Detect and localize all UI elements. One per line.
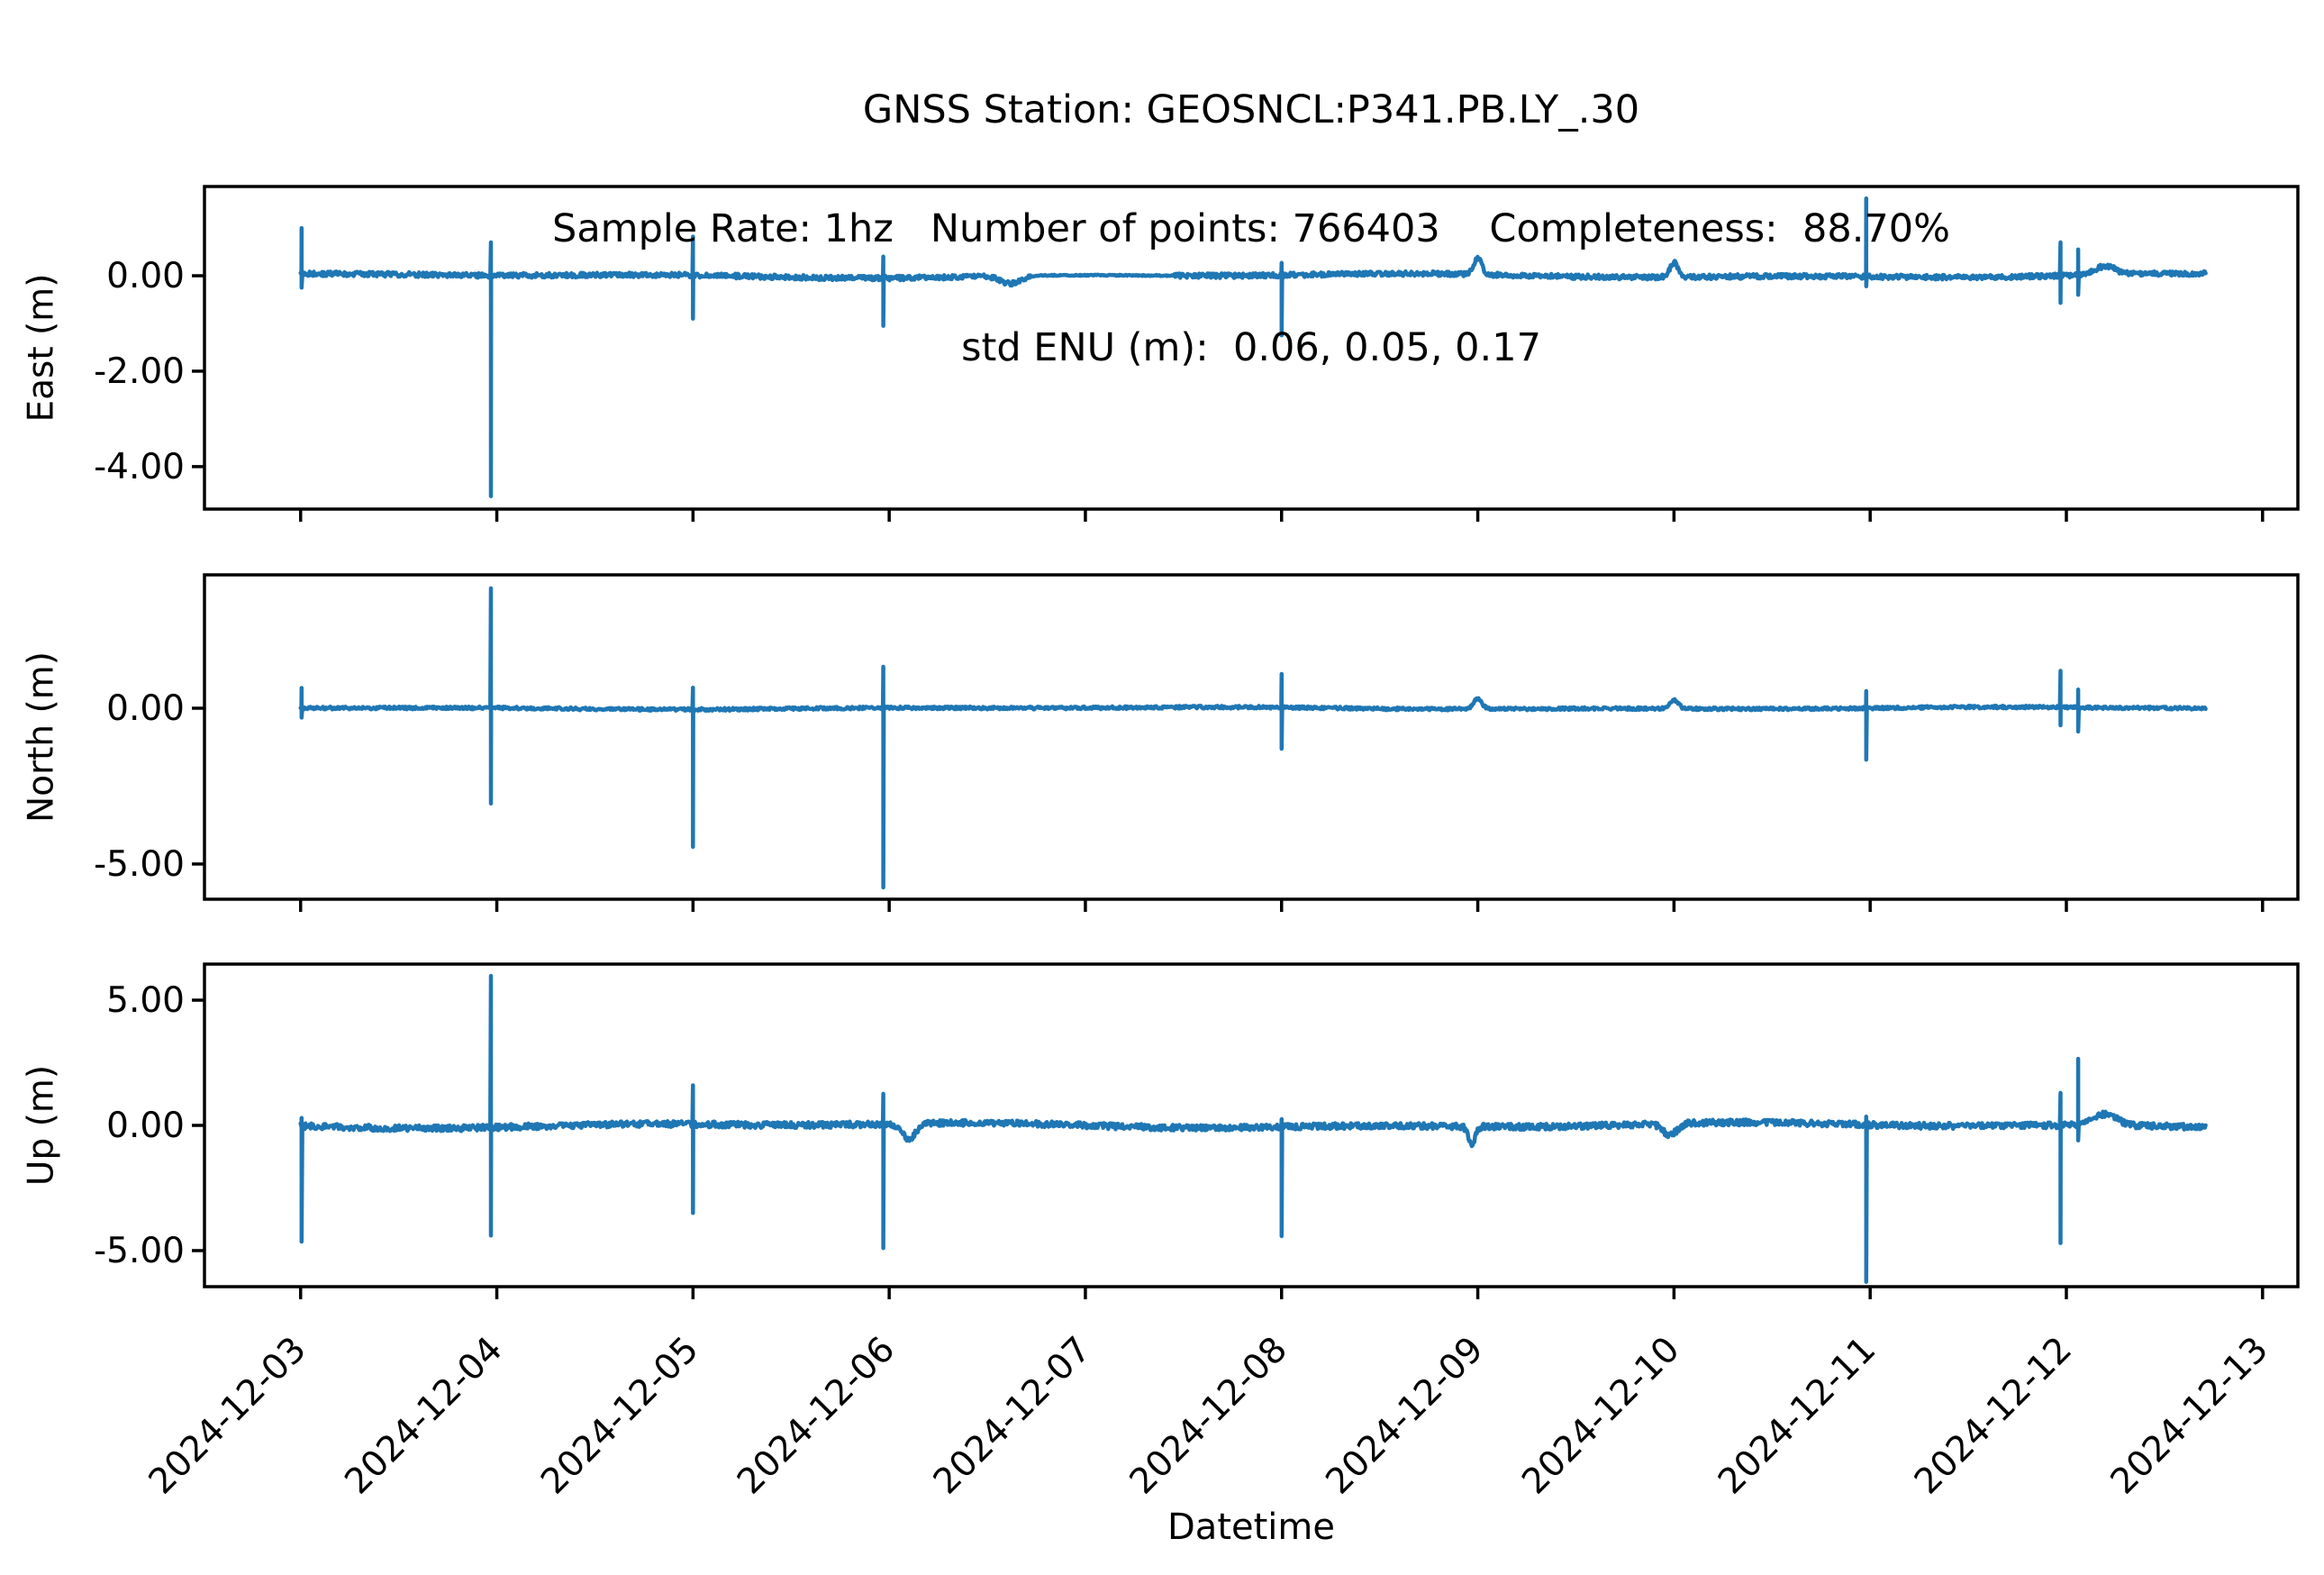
- x-tick-labels: 2024-12-03 2024-12-04 2024-12-05 2024-12-06…: [141, 1329, 2276, 1502]
- y-tick-label: 0.00: [106, 256, 185, 296]
- x-tick-label: 2024-12-03: [141, 1329, 314, 1502]
- y-tick-label: -5.00: [94, 844, 185, 885]
- east-panel: 0.00 -2.00 -4.00: [94, 185, 2300, 522]
- y-tick-label: -5.00: [94, 1231, 185, 1271]
- figure-title-line3: std ENU (m): 0.06, 0.05, 0.17: [961, 325, 1541, 370]
- x-tick-label: 2024-12-04: [338, 1329, 511, 1502]
- x-tick-label: 2024-12-05: [533, 1329, 706, 1502]
- east-panel-border: [203, 185, 2300, 511]
- y-tick-label: -4.00: [94, 447, 185, 487]
- x-tick-label: 2024-12-10: [1514, 1329, 1687, 1502]
- north-panel: 0.00 -5.00: [94, 573, 2300, 912]
- x-tick-label: 2024-12-08: [1122, 1329, 1295, 1502]
- up-panel: 5.00 0.00 -5.00: [94, 962, 2300, 1299]
- y-tick-label: 0.00: [106, 1106, 185, 1146]
- up-axis-label: Up (m): [21, 1064, 62, 1187]
- figure-title-line2: Sample Rate: 1hz Number of points: 76640…: [552, 206, 1950, 251]
- x-tick-label: 2024-12-06: [730, 1329, 903, 1502]
- y-tick-label: -2.00: [94, 351, 185, 392]
- up-panel-border: [203, 962, 2300, 1288]
- north-series-line: [298, 586, 2208, 890]
- figure-title-line1: GNSS Station: GEOSNCL:P341.PB.LY_.30: [862, 87, 1640, 132]
- east-axis-label: East (m): [21, 273, 62, 423]
- x-axis-label: Datetime: [1167, 1507, 1335, 1548]
- north-panel-border: [203, 573, 2300, 901]
- x-tick-label: 2024-12-07: [926, 1329, 1099, 1502]
- x-tick-label: 2024-12-12: [1907, 1329, 2080, 1502]
- figure-title: GNSS Station: GEOSNCL:P341.PB.LY_.30 Sam…: [204, 11, 2298, 447]
- x-tick-label: 2024-12-13: [2103, 1329, 2276, 1502]
- east-series-line: [298, 196, 2208, 498]
- north-axis-label: North (m): [21, 651, 62, 823]
- up-series-line: [298, 973, 2208, 1284]
- y-tick-label: 5.00: [106, 980, 185, 1021]
- x-tick-label: 2024-12-09: [1319, 1329, 1492, 1502]
- x-tick-label: 2024-12-11: [1711, 1329, 1884, 1502]
- y-tick-label: 0.00: [106, 688, 185, 729]
